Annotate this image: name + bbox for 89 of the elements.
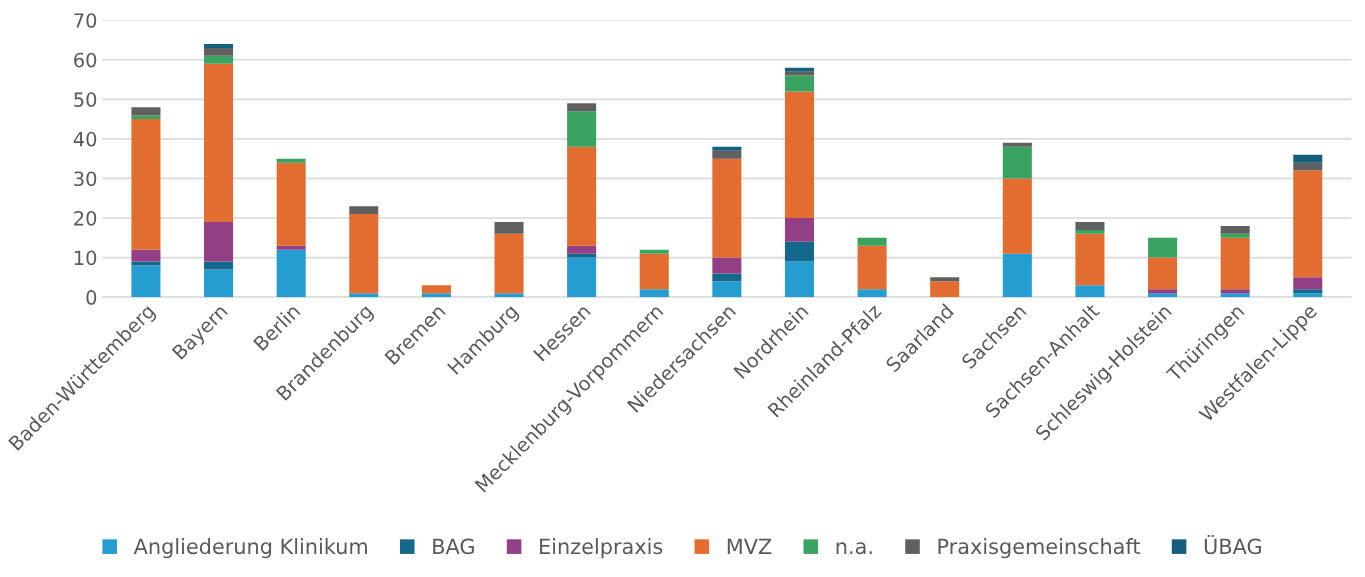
bar <box>1293 277 1323 290</box>
bar <box>276 245 306 250</box>
y-tick-label: 70 <box>74 13 97 28</box>
y-tick-label: 20 <box>74 210 97 226</box>
bar <box>1148 257 1178 290</box>
legend-label: ÜBAG <box>1204 534 1261 555</box>
bar <box>1148 237 1178 258</box>
bar <box>784 75 814 92</box>
bar <box>857 237 887 246</box>
bar <box>494 221 524 234</box>
bar <box>639 249 669 254</box>
bar <box>349 206 379 215</box>
bar <box>1293 293 1323 298</box>
bar <box>1148 293 1178 298</box>
bar <box>930 281 960 298</box>
bar <box>131 261 161 266</box>
bar <box>131 249 161 262</box>
bar <box>1002 146 1032 179</box>
legend-label: Angliederung Klinikum <box>133 538 367 559</box>
bar <box>1075 233 1105 286</box>
bar <box>857 289 887 298</box>
bar <box>1220 237 1250 290</box>
legend-label: BAG <box>433 538 474 555</box>
bar <box>712 158 742 258</box>
bar <box>1293 162 1323 171</box>
legend-label: MVZ <box>727 538 772 554</box>
bar <box>567 253 597 258</box>
bar <box>784 261 814 298</box>
bar <box>1075 229 1105 234</box>
bar <box>567 103 597 112</box>
bar <box>712 281 742 298</box>
bar <box>131 265 161 298</box>
y-tick-label: 10 <box>74 250 97 266</box>
bar <box>204 47 234 56</box>
bar <box>1002 178 1032 254</box>
bar <box>712 146 742 151</box>
bar <box>1075 285 1105 298</box>
bar <box>930 277 960 282</box>
y-tick-label: 50 <box>74 92 97 107</box>
bar <box>567 111 597 147</box>
legend-label: Einzelpraxis <box>540 538 663 559</box>
bar <box>1148 289 1178 294</box>
bar <box>204 221 234 262</box>
bar <box>421 293 451 298</box>
bar <box>784 241 814 262</box>
legend-label: Praxisgemeinschaft <box>938 538 1141 559</box>
bar <box>857 245 887 290</box>
bar <box>712 150 742 159</box>
bar <box>784 218 814 242</box>
bar <box>567 146 597 246</box>
bar <box>567 245 597 254</box>
bar <box>639 253 669 290</box>
y-tick-label: 0 <box>86 290 97 305</box>
bar <box>1220 225 1250 234</box>
bar <box>639 289 669 298</box>
bar <box>1293 289 1323 294</box>
bar <box>131 119 161 250</box>
bar <box>1002 253 1032 298</box>
bar <box>494 293 524 298</box>
bar <box>276 162 306 246</box>
y-tick-label: 30 <box>74 171 97 187</box>
bar <box>494 233 524 294</box>
bar <box>712 273 742 282</box>
bar <box>1293 170 1323 278</box>
bar <box>1220 293 1250 298</box>
bar <box>204 63 234 222</box>
y-tick-label: 40 <box>73 131 97 147</box>
bar <box>204 269 234 298</box>
bar <box>1220 289 1250 294</box>
bar <box>204 55 234 64</box>
bar <box>784 91 814 219</box>
bar <box>349 293 379 298</box>
bar <box>1220 233 1250 238</box>
bar <box>1075 221 1105 230</box>
bar <box>1002 142 1032 147</box>
bar <box>784 71 814 76</box>
bar <box>276 249 306 298</box>
bar <box>276 158 306 163</box>
y-tick-label: 60 <box>74 52 97 68</box>
legend-label: n.a. <box>836 542 872 555</box>
bar <box>712 257 742 274</box>
bar <box>567 257 597 298</box>
bar <box>204 43 234 48</box>
bar <box>421 285 451 294</box>
bar <box>1293 154 1323 163</box>
bar <box>784 67 814 72</box>
bar <box>349 214 379 294</box>
bar <box>131 115 161 120</box>
bar <box>131 107 161 116</box>
